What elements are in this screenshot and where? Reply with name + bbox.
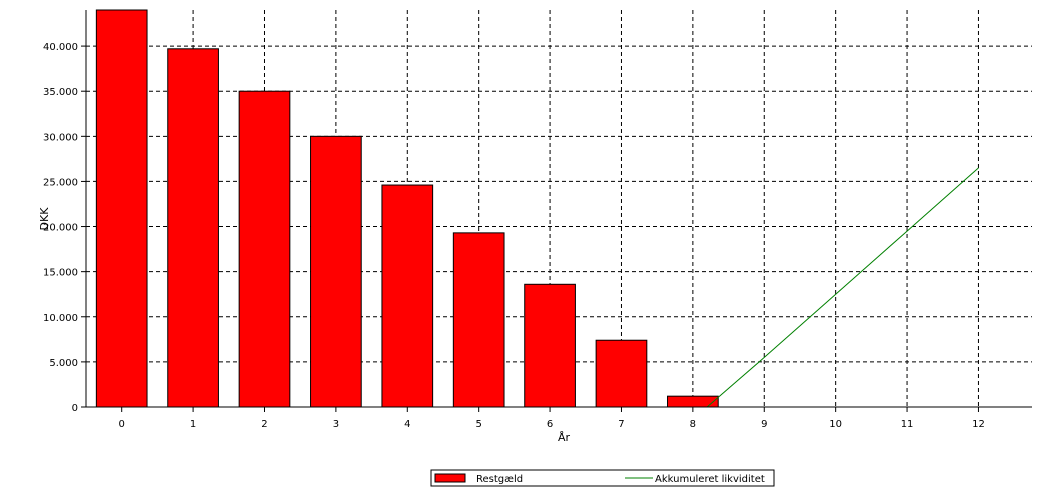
bar-year-1	[167, 48, 219, 408]
x-tick-label: 11	[901, 419, 914, 430]
y-tick-label: 5.000	[49, 358, 78, 369]
x-tick-label: 2	[261, 419, 267, 430]
legend: Restgæld Akkumuleret likviditet	[430, 469, 775, 487]
y-tick-label: 20.000	[43, 223, 78, 234]
x-tick-label: 4	[404, 419, 410, 430]
y-tick-label: 40.000	[43, 42, 78, 53]
y-tick-label: 10.000	[43, 313, 78, 324]
y-axis-label: DKK	[38, 207, 51, 231]
bar-year-8	[667, 395, 719, 408]
bar-year-2	[238, 90, 291, 408]
x-axis-label: År	[558, 431, 571, 444]
x-tick-label: 8	[690, 419, 696, 430]
y-tick-labels: 0 5.000 10.000 15.000 20.000 25.000 30.000 35.0…	[43, 42, 78, 414]
y-tick-label: 30.000	[43, 132, 78, 143]
x-tick-label: 6	[547, 419, 553, 430]
x-tick-label: 10	[829, 419, 842, 430]
bar-year-6	[524, 283, 576, 408]
legend-label-restgaeld: Restgæld	[476, 474, 523, 485]
x-tick-labels: 0 1 2 3 4 5 6 7 8 9 10 11 12	[119, 419, 985, 430]
y-tick-label: 15.000	[43, 268, 78, 279]
x-tick-label: 0	[119, 419, 125, 430]
legend-swatch-restgaeld	[434, 473, 466, 483]
x-tick-label: 9	[761, 419, 767, 430]
bar-year-5	[452, 232, 505, 408]
bar-year-7	[595, 339, 648, 408]
x-tick-label: 1	[190, 419, 196, 430]
line-series-likviditet	[706, 167, 979, 408]
axes	[81, 10, 1032, 412]
x-tick-label: 7	[618, 419, 624, 430]
bar-year-4	[381, 184, 434, 408]
bar-year-3	[310, 135, 362, 408]
legend-box	[430, 469, 775, 487]
bar-series-restgaeld	[95, 9, 719, 408]
y-tick-label: 35.000	[43, 87, 78, 98]
legend-label-likviditet: Akkumuleret likviditet	[655, 474, 765, 485]
bar-year-0	[95, 9, 148, 408]
y-tick-label: 0	[72, 403, 78, 414]
y-tick-label: 25.000	[43, 177, 78, 188]
x-tick-label: 5	[475, 419, 481, 430]
line-likviditet	[706, 167, 979, 408]
x-tick-label: 12	[972, 419, 985, 430]
x-tick-label: 3	[333, 419, 339, 430]
